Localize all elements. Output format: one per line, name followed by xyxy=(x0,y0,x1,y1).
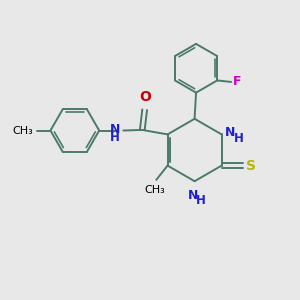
Text: CH₃: CH₃ xyxy=(13,125,33,136)
Text: S: S xyxy=(246,159,256,172)
Text: F: F xyxy=(232,75,241,88)
Text: H: H xyxy=(196,194,206,207)
Text: N: N xyxy=(188,189,198,202)
Text: CH₃: CH₃ xyxy=(144,185,165,195)
Text: N: N xyxy=(225,126,236,140)
Text: H: H xyxy=(234,132,244,146)
Text: N: N xyxy=(110,123,120,136)
Text: H: H xyxy=(110,131,119,144)
Text: O: O xyxy=(139,90,151,104)
